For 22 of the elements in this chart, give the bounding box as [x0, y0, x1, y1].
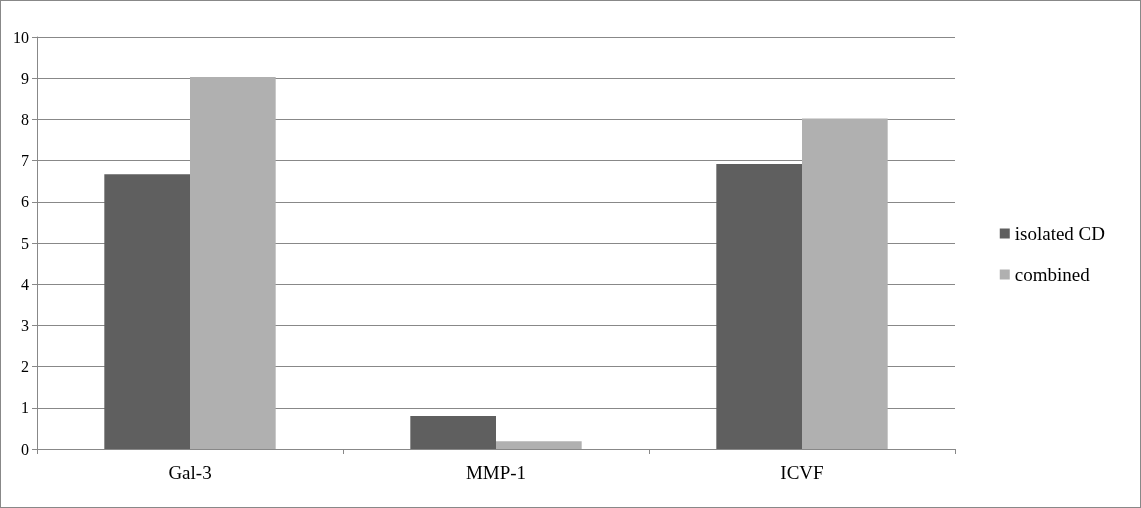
y-tick-label: 9: [21, 69, 29, 87]
y-tick-label: 3: [21, 316, 29, 334]
bar: [496, 441, 582, 449]
bar: [190, 76, 276, 449]
x-tick-label: Gal-3: [168, 462, 212, 483]
y-tick-label: 2: [21, 358, 29, 376]
legend-label: isolated CD: [1014, 223, 1106, 244]
y-tick-label: 6: [21, 193, 29, 211]
y-tick-label: 8: [21, 110, 29, 128]
bar: [802, 118, 888, 449]
legend-label: combined: [1014, 264, 1091, 285]
x-tick-label: ICVF: [780, 462, 824, 483]
y-tick-label: 5: [21, 234, 29, 252]
y-tick-label: 7: [21, 152, 29, 170]
bar: [104, 174, 190, 449]
y-tick-label: 0: [21, 440, 29, 458]
y-tick-label: 4: [21, 275, 29, 293]
y-tick-label: 10: [13, 28, 29, 46]
y-tick-label: 1: [21, 399, 29, 417]
x-tick-label: MMP-1: [465, 462, 527, 483]
bar: [410, 416, 496, 449]
bar: [716, 163, 802, 449]
